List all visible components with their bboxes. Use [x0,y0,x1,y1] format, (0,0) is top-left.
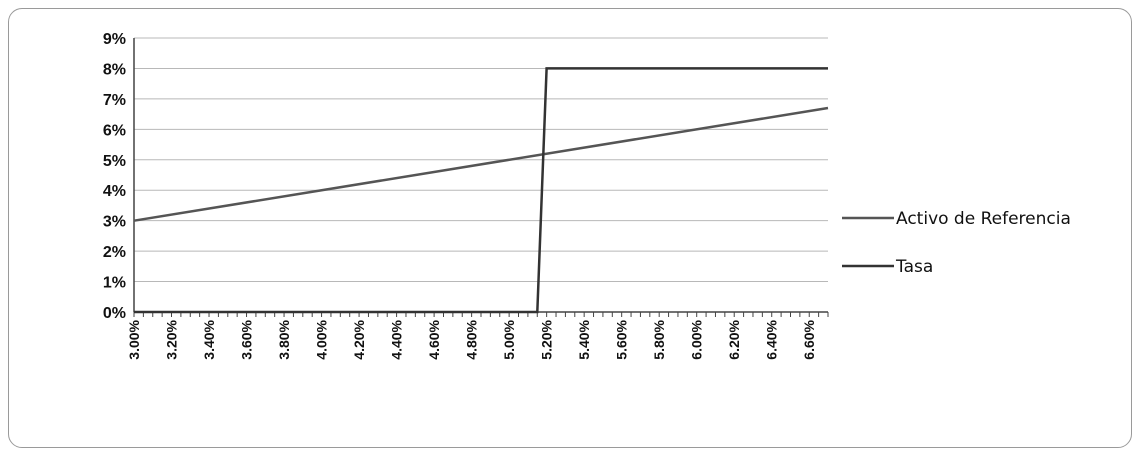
x-tick-label: 3.60% [239,319,255,359]
x-tick-label: 4.00% [314,319,330,359]
x-tick-label: 6.00% [689,319,705,359]
legend-label: Tasa [895,257,933,277]
chart-frame [8,8,1132,448]
y-tick-label: 7% [103,92,126,109]
x-tick-label: 6.60% [801,319,817,359]
y-tick-label: 3% [103,214,126,231]
x-tick-label: 5.60% [614,319,630,359]
y-tick-label: 1% [103,275,126,292]
gridlines [134,37,828,283]
x-tick-label: 5.20% [539,319,555,359]
series-lines [133,67,829,314]
series-line [133,106,829,222]
axes [133,38,829,317]
y-tick-label: 0% [103,305,126,322]
x-tick-label: 4.60% [426,319,442,359]
x-tick-label: 6.20% [726,319,742,359]
y-tick-label: 2% [103,244,126,261]
x-tick-label: 4.20% [351,319,367,359]
y-tick-label: 5% [103,153,126,170]
y-tick-labels: 0% 1% 2% 3% 4% 5% 6% 7% 8% 9% [103,31,126,322]
x-tick-labels: 3.00% 3.20% 3.40% 3.60% 3.80% 4.00% 4.20% 4.40%… [126,319,817,359]
x-tick-label: 3.00% [126,319,142,359]
y-tick-label: 8% [103,61,126,78]
x-tick-label: 4.80% [464,319,480,359]
x-tick-label: 5.00% [501,319,517,359]
x-tick-label: 6.40% [764,319,780,359]
y-tick-label: 9% [103,31,126,48]
x-tick-label: 5.40% [576,319,592,359]
x-tick-label: 4.40% [389,319,405,359]
series-line [134,67,828,314]
x-tick-label: 3.20% [164,319,180,359]
y-tick-label: 4% [103,183,126,200]
x-tick-label: 3.40% [201,319,217,359]
y-tick-label: 6% [103,122,126,139]
x-tick-label: 5.80% [651,319,667,359]
x-tick-label: 3.80% [276,319,292,359]
legend-label: Activo de Referencia [896,209,1071,229]
legend: Activo de Referencia Tasa [842,209,1071,277]
